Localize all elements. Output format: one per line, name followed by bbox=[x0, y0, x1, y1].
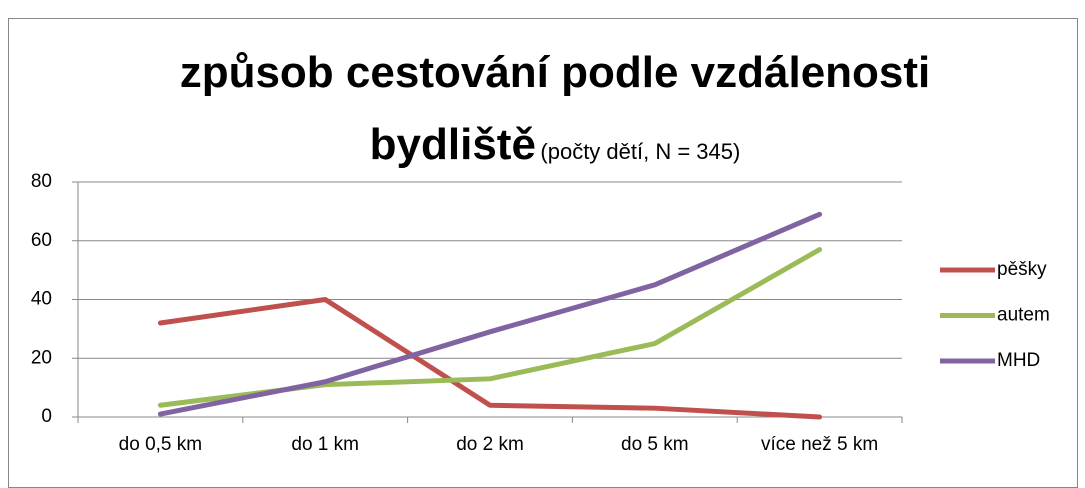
legend-label: autem bbox=[997, 305, 1050, 326]
y-tick-label: 40 bbox=[31, 289, 52, 310]
chart-subtitle: (počty dětí, N = 345) bbox=[540, 139, 741, 164]
x-tick-label: do 2 km bbox=[456, 434, 524, 455]
x-tick-label: do 1 km bbox=[291, 434, 359, 455]
chart-title: způsob cestování podle vzdálenosti bydli… bbox=[179, 48, 931, 169]
y-tick-label: 60 bbox=[31, 230, 52, 251]
y-tick-label: 0 bbox=[41, 406, 52, 427]
y-tick-label: 80 bbox=[31, 171, 52, 192]
x-tick-label: do 0,5 km bbox=[119, 434, 202, 455]
y-tick-label: 20 bbox=[31, 347, 52, 368]
x-tick-label: více než 5 km bbox=[761, 434, 878, 455]
title-block: způsob cestování podle vzdálenosti bydli… bbox=[160, 42, 950, 186]
legend-label: pěšky bbox=[997, 259, 1047, 280]
legend-label: MHD bbox=[997, 350, 1040, 371]
chart: 0 20 40 60 80 do 0,5 km do 1 km do 2 km do 5 km v… bbox=[31, 171, 1050, 455]
series-line bbox=[157, 211, 823, 417]
page: způsob cestování podle vzdálenosti bydli… bbox=[8, 18, 1078, 488]
series-line bbox=[157, 247, 823, 408]
x-tick-label: do 5 km bbox=[621, 434, 689, 455]
series-line bbox=[157, 297, 823, 420]
